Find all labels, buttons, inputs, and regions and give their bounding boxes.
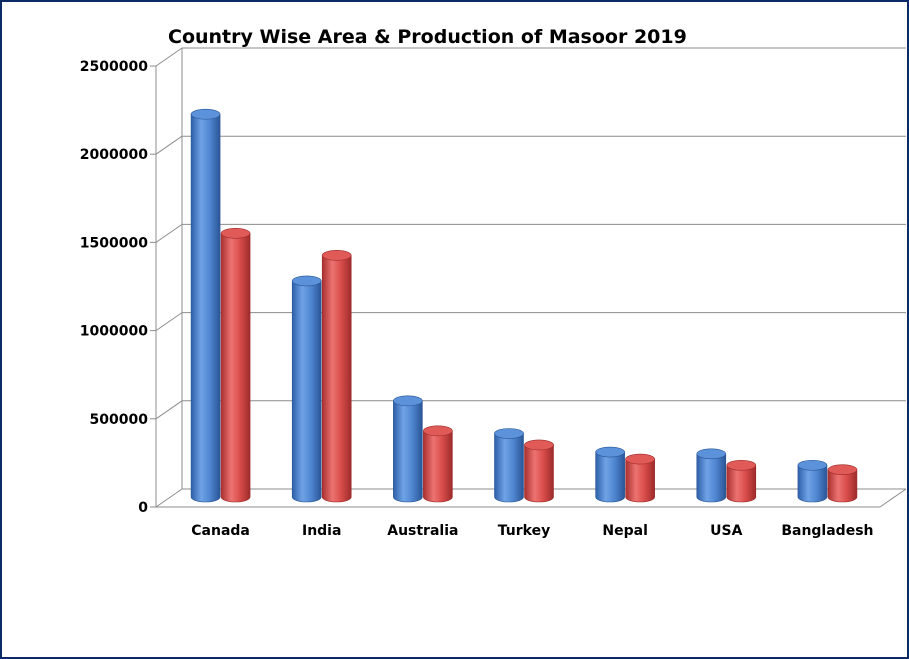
bar-cap [524, 439, 554, 451]
bar-cap [625, 453, 655, 465]
bar [797, 459, 828, 503]
y-tick-label: 500000 [90, 412, 149, 428]
bar [423, 425, 453, 503]
bar-cap [423, 425, 453, 437]
bar-cap [797, 459, 828, 471]
bar [726, 459, 757, 503]
bar-cap [696, 448, 727, 460]
x-tick-label: Canada [191, 523, 250, 539]
bar-cap [595, 446, 625, 458]
bar-body [797, 464, 828, 503]
y-tick-label: 2500000 [80, 59, 148, 75]
floor-right-edge [879, 488, 907, 508]
bar [393, 395, 423, 503]
bar [827, 464, 858, 503]
bar-body [827, 469, 858, 503]
gridline-diagonal [155, 488, 183, 508]
bar-body [524, 444, 554, 503]
x-tick-label: Turkey [498, 523, 550, 539]
bar [595, 446, 625, 503]
bar-body [291, 280, 322, 503]
bar-body [220, 232, 251, 503]
bar-body [696, 453, 727, 503]
bar [190, 108, 221, 503]
gridline-diagonal [155, 312, 183, 332]
bar [321, 250, 352, 503]
y-tick-label: 1000000 [80, 324, 148, 340]
bar-body [321, 255, 352, 503]
gridline-diagonal [155, 135, 183, 155]
gridline-diagonal [155, 400, 183, 420]
bar [696, 448, 727, 503]
bar-body [726, 464, 757, 503]
bar-cap [494, 428, 524, 439]
x-tick-label: India [302, 523, 341, 539]
bar-body [595, 451, 625, 503]
bar-cap [291, 275, 322, 287]
bar-cap [190, 108, 221, 120]
bar [494, 428, 524, 503]
bar-cap [321, 250, 352, 261]
bar-body [625, 458, 655, 503]
x-tick-label: Nepal [602, 523, 647, 539]
bar-cap [726, 459, 757, 471]
bar-body [190, 113, 221, 503]
x-tick-label: Australia [387, 523, 458, 539]
bar-cap [220, 227, 251, 239]
bar-layer [190, 108, 858, 503]
bar [625, 453, 655, 503]
bar-cap [827, 464, 858, 475]
bar [291, 275, 322, 503]
bar-body [393, 400, 423, 503]
bar [220, 227, 251, 503]
chart-title: Country Wise Area & Production of Masoor… [168, 26, 687, 48]
label-layer: 0 500000 1000000 1500000 2000000 2500000 Canad… [80, 59, 874, 539]
gridline-diagonal [155, 47, 183, 67]
y-tick-label: 0 [138, 500, 148, 516]
x-tick-label: USA [710, 523, 742, 539]
bar-body [494, 433, 524, 503]
gridline-diagonal [155, 223, 183, 243]
grid-layer [150, 47, 906, 508]
x-tick-label: Bangladesh [781, 523, 873, 539]
bar [524, 439, 554, 503]
bar-cap [393, 395, 423, 407]
y-tick-label: 2000000 [80, 147, 148, 163]
y-tick-label: 1500000 [80, 235, 148, 251]
axis-layer [155, 48, 907, 508]
bar-body [423, 430, 453, 503]
